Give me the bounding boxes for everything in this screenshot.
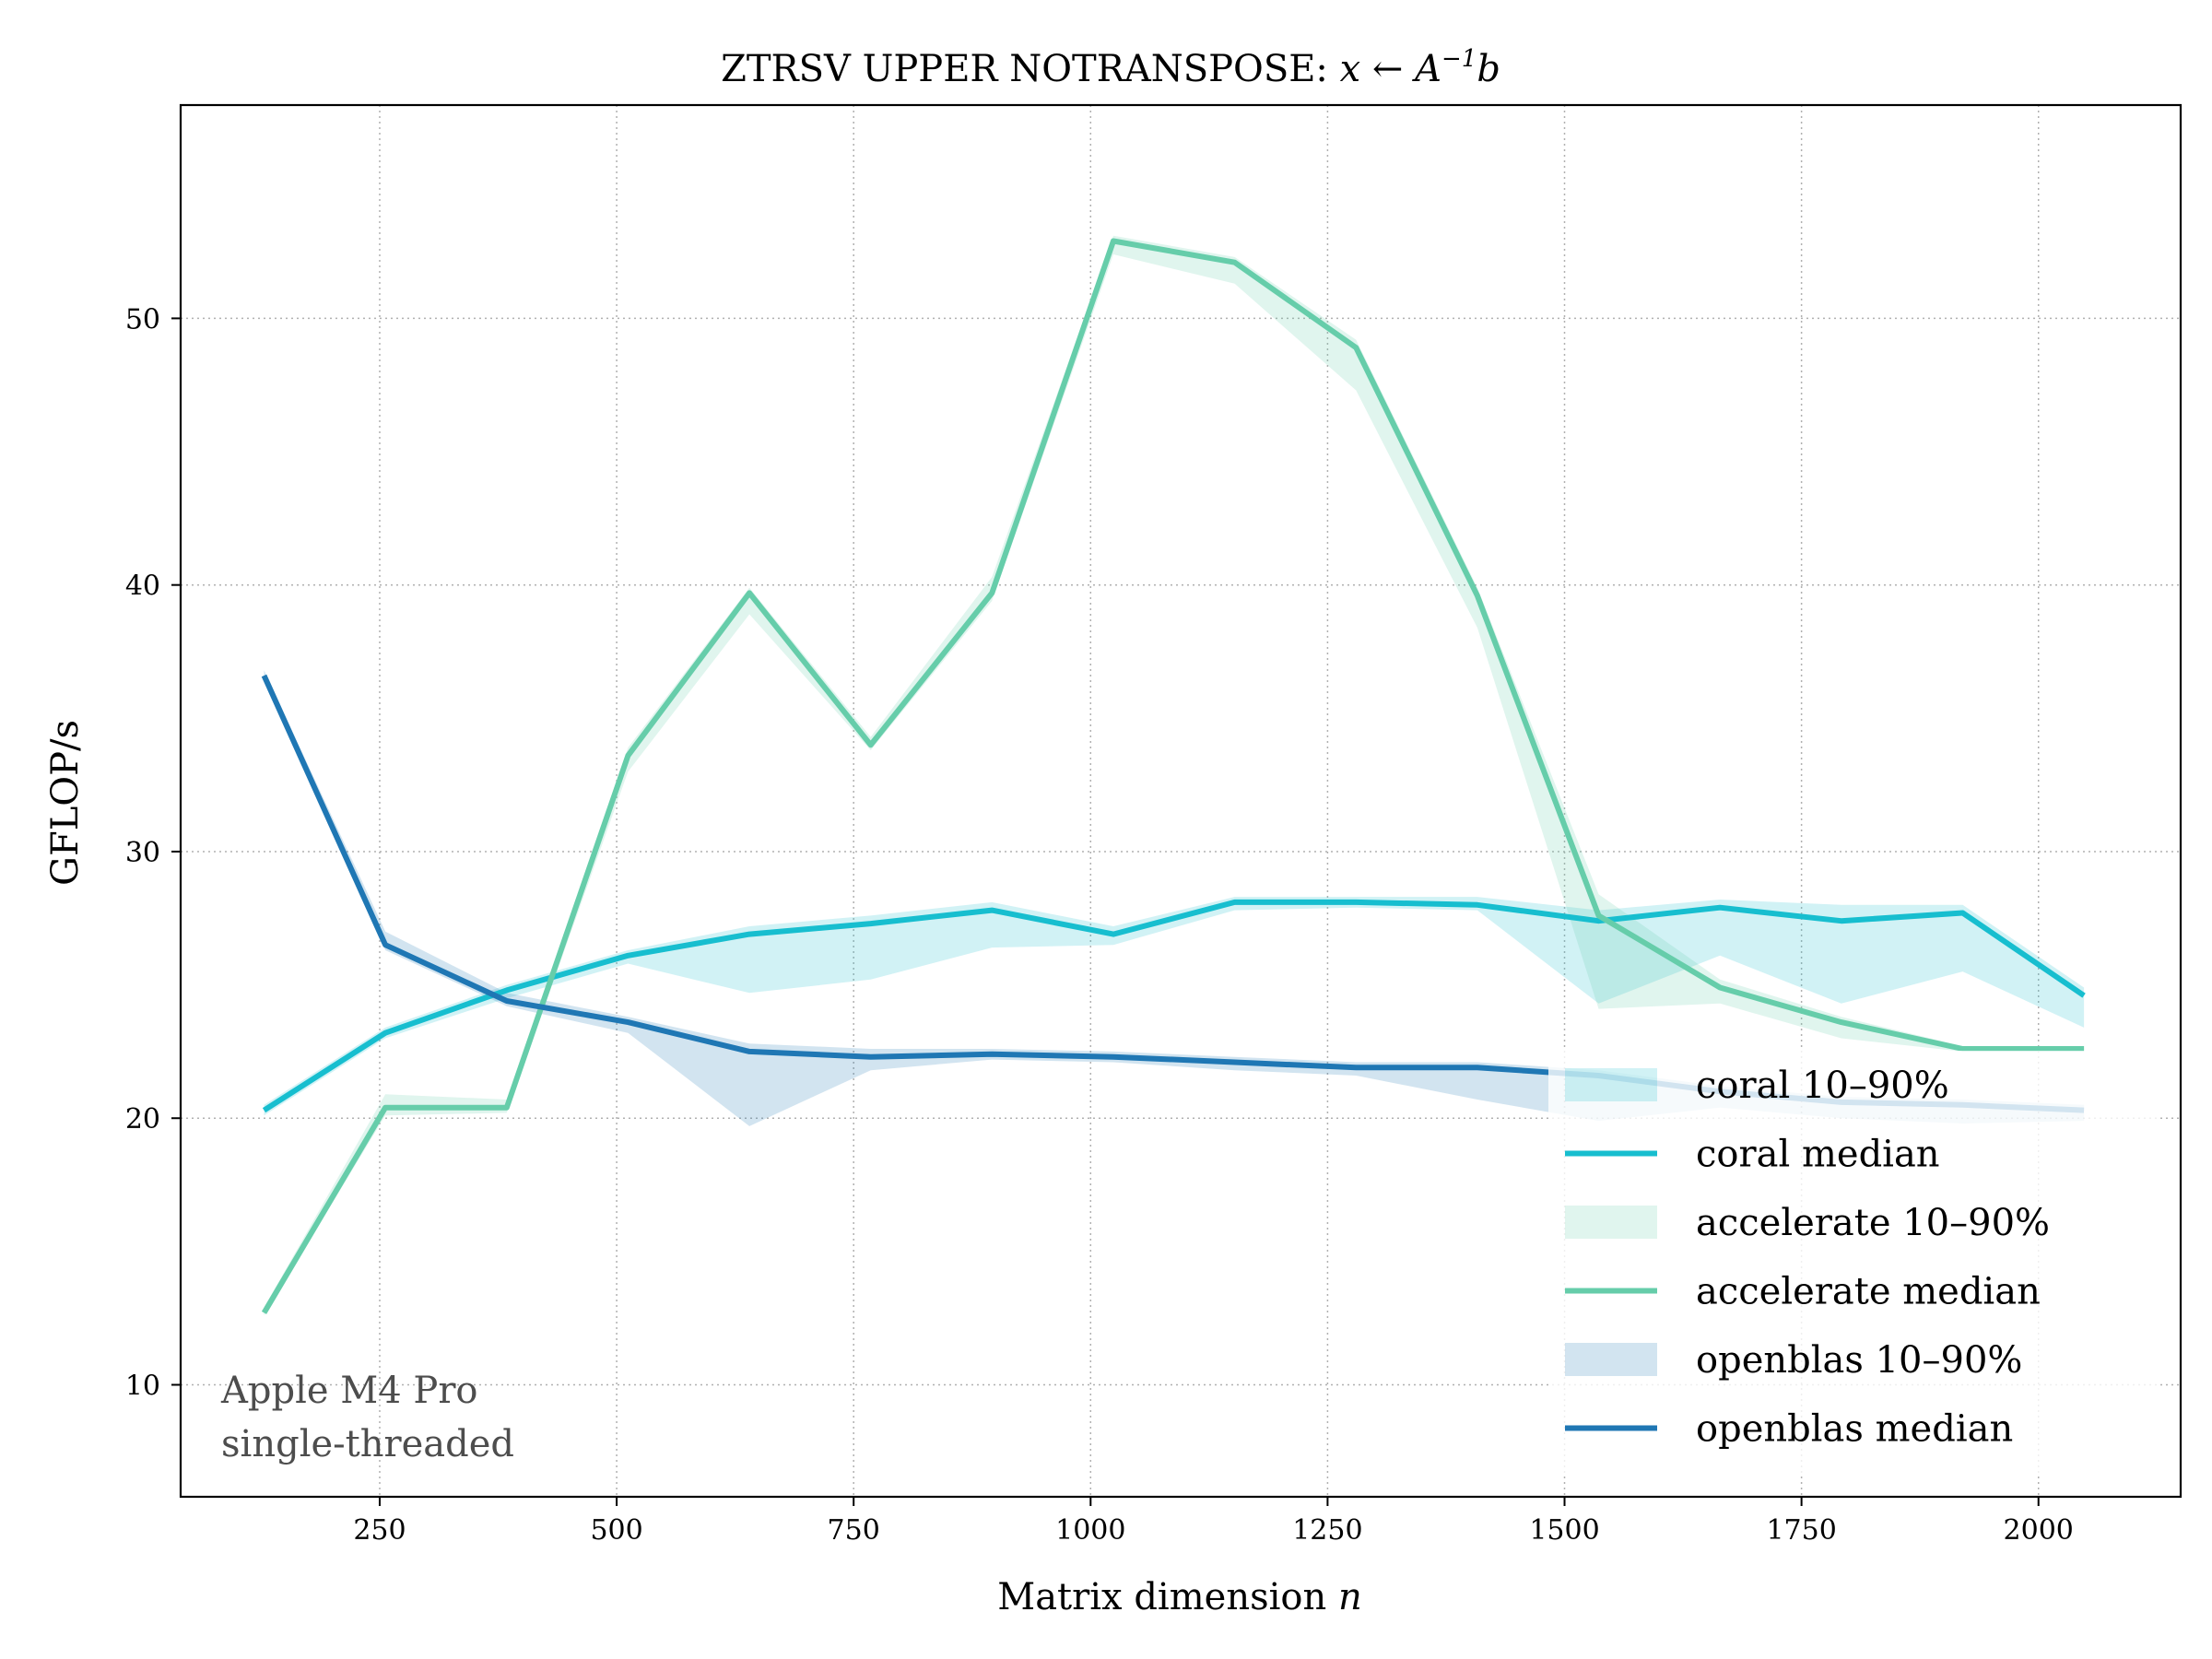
x-tick-label: 750 (828, 1514, 880, 1547)
chart-title-text: ZTRSV UPPER NOTRANSPOSE: (721, 48, 1340, 90)
x-tick-label: 500 (590, 1514, 642, 1547)
x-tick-label: 1500 (1529, 1514, 1599, 1547)
y-tick-label: 50 (125, 303, 160, 335)
ticks: 250 500 750 1000 1250 1500 1750 2000 10 20 30 40 50 (125, 303, 2074, 1547)
x-axis-label: Matrix dimension n (997, 1576, 1361, 1618)
y-tick-label: 10 (125, 1371, 160, 1403)
plot-frame (179, 103, 2183, 1499)
chart-title-math: x ← A (1340, 48, 1441, 90)
y-tick-label: 40 (125, 571, 160, 603)
legend-label-band-accelerate: accelerate 10–90% (1696, 1202, 2050, 1244)
y-axis-label: GFLOP/s (44, 720, 87, 886)
legend-label-median-openblas: openblas median (1696, 1408, 2013, 1451)
legend-swatch-band-openblas (1565, 1343, 1657, 1376)
chart-title-math-sup: −1 (1441, 45, 1477, 73)
legend-label-band-openblas: openblas 10–90% (1696, 1339, 2022, 1382)
chart-title-math-tail: b (1477, 48, 1500, 90)
annotation-line-2: single-threaded (221, 1423, 514, 1465)
x-tick-label: 2000 (2004, 1514, 2074, 1547)
bands (264, 235, 2085, 1316)
legend-swatch-band-coral (1565, 1068, 1657, 1101)
legend: coral 10–90% coral median accelerate 10–90… (1548, 1051, 2157, 1477)
x-axis-label-var: n (1338, 1576, 1362, 1618)
legend-label-median-coral: coral median (1696, 1134, 1940, 1176)
x-tick-label: 1750 (1766, 1514, 1836, 1547)
x-tick-label: 1000 (1055, 1514, 1125, 1547)
annotation-line-1: Apple M4 Pro (220, 1370, 478, 1412)
y-tick-label: 20 (125, 1103, 160, 1135)
x-tick-label: 250 (353, 1514, 406, 1547)
chart-title: ZTRSV UPPER NOTRANSPOSE: x ← A−1b (721, 45, 1500, 90)
coral-band (264, 897, 2085, 1116)
y-tick-label: 30 (125, 837, 160, 869)
x-axis-label-text: Matrix dimension (997, 1576, 1338, 1618)
legend-label-band-coral: coral 10–90% (1696, 1065, 1949, 1107)
accelerate-median-line (261, 238, 2085, 1314)
grid (181, 105, 2181, 1497)
legend-swatch-band-accelerate (1565, 1206, 1657, 1239)
legend-label-median-accelerate: accelerate median (1696, 1271, 2041, 1313)
coral-median-line (262, 899, 2086, 1113)
x-tick-label: 1250 (1292, 1514, 1362, 1547)
legend-box (1548, 1051, 2157, 1477)
